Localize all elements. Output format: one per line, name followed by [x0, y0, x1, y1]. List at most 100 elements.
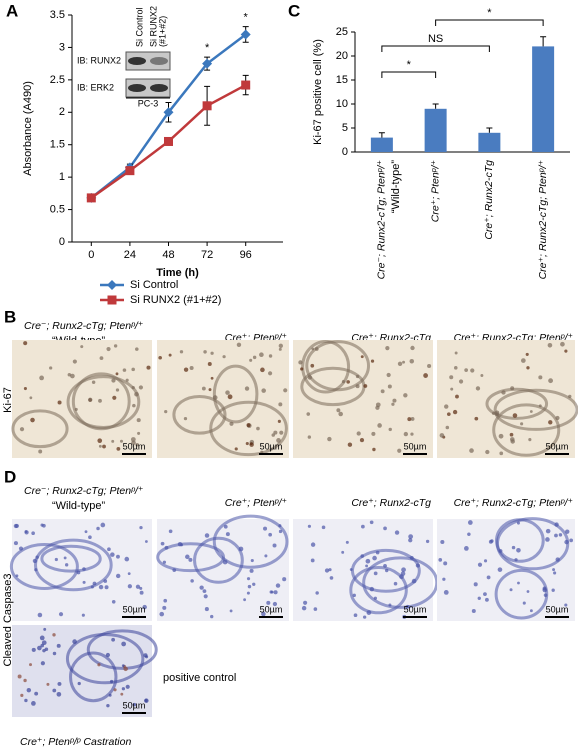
nucleus	[26, 687, 32, 693]
nucleus	[121, 664, 125, 668]
nucleus	[52, 688, 57, 693]
y-tick-label: 3.5	[50, 9, 65, 21]
nucleus	[204, 533, 210, 538]
nucleus	[372, 555, 377, 561]
nucleus	[301, 605, 307, 611]
nucleus	[477, 562, 483, 567]
nucleus	[450, 387, 454, 391]
nucleus	[57, 681, 62, 686]
gland	[492, 403, 561, 457]
nucleus	[282, 577, 287, 582]
micrograph	[157, 340, 289, 458]
nucleus	[70, 373, 75, 379]
nucleus	[548, 378, 553, 384]
nucleus	[19, 427, 25, 432]
nucleus	[121, 641, 127, 647]
nucleus	[439, 433, 445, 438]
nucleus	[313, 607, 318, 611]
nucleus	[393, 581, 398, 586]
nucleus	[270, 590, 274, 594]
nucleus	[375, 405, 380, 410]
nucleus	[23, 387, 27, 391]
nucleus	[469, 448, 474, 453]
nucleus	[159, 611, 165, 617]
nucleus	[485, 449, 490, 455]
nucleus	[247, 584, 252, 589]
nucleus	[17, 674, 22, 679]
nucleus	[272, 601, 278, 607]
nucleus	[271, 433, 275, 437]
y-tick-label: 1.5	[50, 139, 65, 151]
nucleus	[227, 394, 233, 400]
nucleus	[303, 600, 308, 605]
micrograph-bg	[437, 340, 575, 458]
nucleus	[52, 651, 57, 656]
nucleus	[23, 341, 28, 346]
nucleus	[362, 615, 367, 619]
gland	[212, 514, 289, 569]
gland	[350, 548, 421, 593]
micrograph	[156, 514, 289, 621]
nucleus	[298, 360, 303, 365]
x-tick-label: 0	[88, 249, 94, 261]
nucleus	[521, 358, 526, 363]
nucleus	[188, 557, 193, 562]
nucleus	[46, 682, 50, 686]
bar	[370, 137, 393, 152]
gland	[69, 651, 118, 703]
nucleus	[236, 342, 242, 347]
scale-bar-label: 50µm	[546, 604, 569, 614]
nucleus	[528, 438, 532, 442]
nucleus	[355, 374, 360, 379]
gland	[493, 388, 578, 431]
nucleus	[449, 375, 454, 380]
nucleus	[278, 524, 282, 528]
nucleus	[139, 590, 144, 595]
nucleus	[183, 416, 188, 421]
nucleus	[509, 432, 514, 437]
micrograph-bg	[437, 519, 575, 621]
nucleus	[555, 415, 560, 421]
nucleus	[408, 534, 414, 539]
nucleus	[40, 661, 45, 666]
nucleus	[42, 648, 46, 653]
nucleus	[14, 523, 19, 528]
nucleus	[105, 652, 111, 658]
point	[202, 101, 212, 111]
x-axis-label: Time (h)	[156, 267, 199, 279]
nucleus	[548, 420, 553, 425]
nucleus	[107, 547, 111, 552]
nucleus	[56, 643, 61, 648]
nucleus	[329, 576, 334, 580]
column-header: Cre⁻; Runx2-cTg; Ptenᵖ/⁺	[24, 485, 143, 497]
nucleus	[100, 522, 106, 528]
error-bar	[378, 132, 385, 138]
point	[86, 193, 96, 203]
gland	[11, 409, 69, 449]
nucleus	[307, 524, 311, 528]
nucleus	[18, 546, 24, 551]
y-tick-label: 25	[336, 26, 348, 38]
nucleus	[278, 347, 282, 351]
nucleus	[464, 546, 469, 551]
nucleus	[246, 591, 250, 595]
nucleus	[222, 559, 228, 565]
bracket	[435, 19, 544, 26]
nucleus	[256, 426, 260, 431]
nucleus	[410, 432, 414, 436]
nucleus	[106, 703, 110, 708]
nucleus	[391, 402, 395, 406]
nucleus	[452, 409, 458, 415]
nucleus	[245, 441, 249, 446]
nucleus	[261, 388, 266, 393]
nucleus	[438, 558, 443, 562]
significance-mark: NS	[428, 33, 443, 45]
nucleus	[64, 563, 69, 567]
nucleus	[383, 563, 387, 568]
nucleus	[373, 596, 377, 600]
y-tick-label: 0	[342, 146, 348, 158]
nucleus	[517, 581, 520, 585]
nucleus	[338, 411, 343, 417]
nucleus	[168, 529, 173, 534]
